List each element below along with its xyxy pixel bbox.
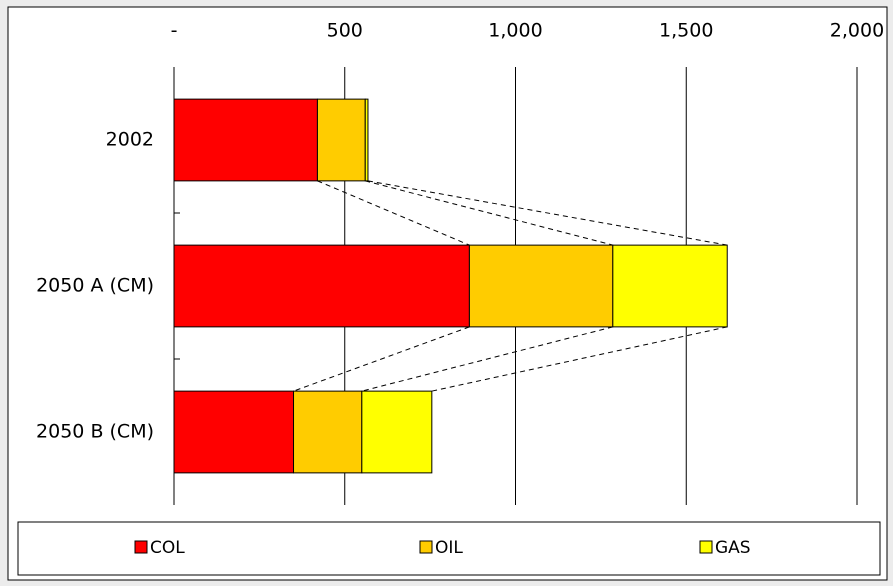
bar-segment: [293, 390, 363, 474]
series-line: [367, 180, 728, 246]
bar-segment: [361, 390, 433, 474]
bar-segment: [468, 244, 614, 328]
y-tick-label: 2050 A (CM): [36, 275, 154, 297]
x-tick-label: 1,500: [659, 20, 713, 42]
legend-swatch: [699, 540, 713, 554]
legend-swatch: [419, 540, 433, 554]
legend-box: [17, 521, 881, 576]
bar-segment: [364, 98, 369, 182]
x-tick-label: 500: [327, 20, 363, 42]
legend-label: COL: [150, 538, 185, 558]
bar-segment: [173, 244, 470, 328]
legend-label: OIL: [435, 538, 463, 558]
series-line: [361, 326, 613, 392]
series-line: [317, 180, 470, 246]
bar-segment: [612, 244, 728, 328]
y-tick-label: 2002: [106, 129, 154, 151]
legend-label: GAS: [715, 538, 751, 558]
bar-segment: [173, 98, 318, 182]
x-tick-label: 1,000: [488, 20, 542, 42]
bar-segment: [316, 98, 366, 182]
bar-segment: [173, 390, 295, 474]
y-tick-label: 2050 B (CM): [36, 421, 154, 443]
x-tick-label: -: [171, 20, 178, 42]
x-tick-label: 2,000: [830, 20, 884, 42]
series-line: [365, 180, 613, 246]
legend-swatch: [134, 540, 148, 554]
series-line: [293, 326, 470, 392]
